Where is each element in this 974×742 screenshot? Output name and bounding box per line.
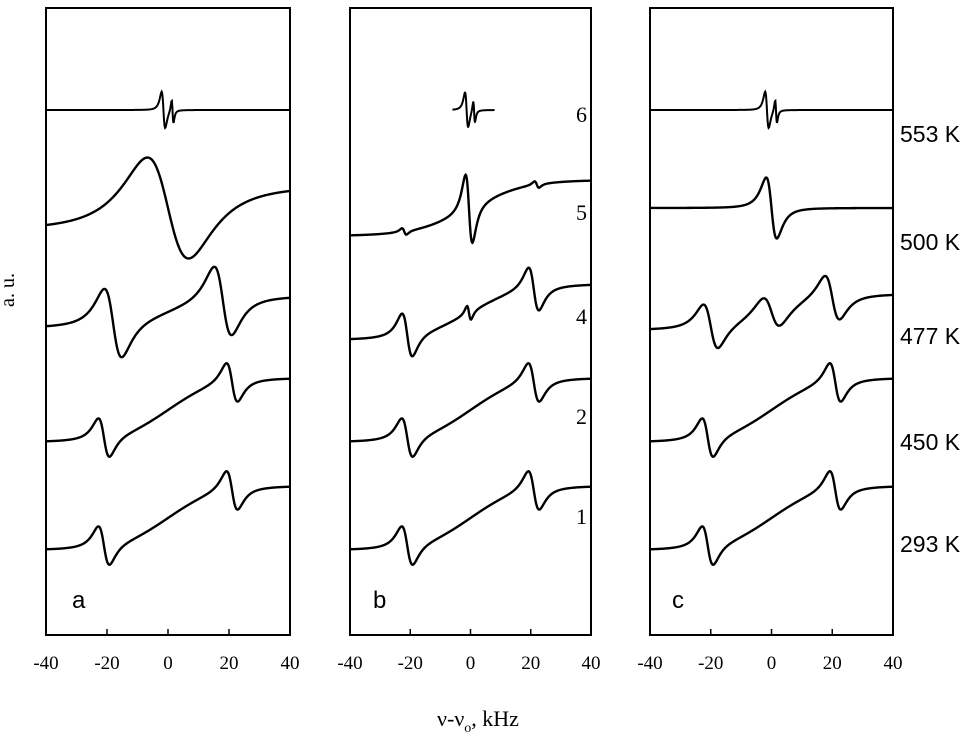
tick-label-a-2: 0 xyxy=(163,653,173,674)
panel-a-ticks: -40 -20 0 20 40 xyxy=(33,629,300,674)
trace-label-b-2: 5 xyxy=(576,200,587,225)
trace-label-c-3: 477 K xyxy=(900,323,961,349)
panel-c-ticks: -40 -20 0 20 40 xyxy=(637,629,903,674)
trace-c-3 xyxy=(649,274,894,350)
tick-label-b-3: 20 xyxy=(521,653,540,674)
trace-b-1 xyxy=(452,91,495,128)
trace-a-5 xyxy=(45,470,291,566)
trace-label-c-4: 450 K xyxy=(900,429,961,455)
panel-b-letter: b xyxy=(373,587,386,614)
tick-label-a-4: 40 xyxy=(281,653,300,674)
x-axis-label-main: ν-ν xyxy=(437,706,464,731)
trace-c-5 xyxy=(649,470,894,566)
trace-c-2 xyxy=(650,176,893,240)
panel-c-traces xyxy=(649,89,894,566)
tick-label-b-0: -40 xyxy=(337,653,362,674)
tick-label-a-1: -20 xyxy=(94,653,119,674)
tick-label-c-0: -40 xyxy=(637,653,662,674)
trace-b-2 xyxy=(349,173,592,245)
trace-a-4 xyxy=(45,362,291,458)
tick-label-a-0: -40 xyxy=(33,653,58,674)
panel-b-ticks: -40 -20 0 20 40 xyxy=(337,629,601,674)
trace-label-b-3: 4 xyxy=(576,304,587,329)
trace-a-1 xyxy=(46,89,290,130)
trace-b-4 xyxy=(349,362,592,458)
y-axis-label: a. u. xyxy=(0,273,19,307)
tick-label-c-3: 20 xyxy=(823,653,842,674)
trace-label-c-2: 500 K xyxy=(900,229,961,255)
trace-label-b-5: 1 xyxy=(576,504,587,529)
panel-a-letter: a xyxy=(72,587,86,614)
tick-label-c-2: 0 xyxy=(767,653,777,674)
tick-label-c-4: 40 xyxy=(884,653,903,674)
tick-label-c-1: -20 xyxy=(698,653,723,674)
panel-a-traces xyxy=(45,89,291,566)
panel-c-letter: c xyxy=(672,587,684,614)
tick-label-b-4: 40 xyxy=(582,653,601,674)
tick-label-a-3: 20 xyxy=(220,653,239,674)
trace-b-3 xyxy=(349,266,592,358)
tick-label-b-2: 0 xyxy=(466,653,476,674)
trace-label-b-1: 6 xyxy=(576,102,587,127)
panel-b-labels: 6 5 4 2 1 xyxy=(576,102,587,529)
trace-b-5 xyxy=(349,470,592,566)
x-axis-label-unit: , kHz xyxy=(471,706,519,731)
trace-a-3 xyxy=(45,265,291,359)
x-axis-label: ν-νo, kHz xyxy=(437,706,519,736)
panel-a: -40 -20 0 20 40 a xyxy=(33,7,300,674)
tick-label-b-1: -20 xyxy=(398,653,423,674)
panel-c-labels: 553 K 500 K 477 K 450 K 293 K xyxy=(900,121,961,557)
panel-b: -40 -20 0 20 40 6 5 4 2 1 b xyxy=(337,7,601,674)
trace-c-1 xyxy=(650,89,893,130)
panel-b-frame xyxy=(349,7,592,636)
trace-c-4 xyxy=(649,362,894,458)
panel-b-traces xyxy=(349,91,592,566)
trace-label-c-1: 553 K xyxy=(900,121,961,147)
trace-label-b-4: 2 xyxy=(576,404,587,429)
trace-label-c-5: 293 K xyxy=(900,531,961,557)
trace-a-2 xyxy=(45,156,291,260)
panel-c: -40 -20 0 20 40 553 K 500 K 477 K 450 K 293 K c xyxy=(637,7,961,674)
x-axis-label-sub: o xyxy=(464,721,471,736)
panel-a-frame xyxy=(45,7,291,636)
